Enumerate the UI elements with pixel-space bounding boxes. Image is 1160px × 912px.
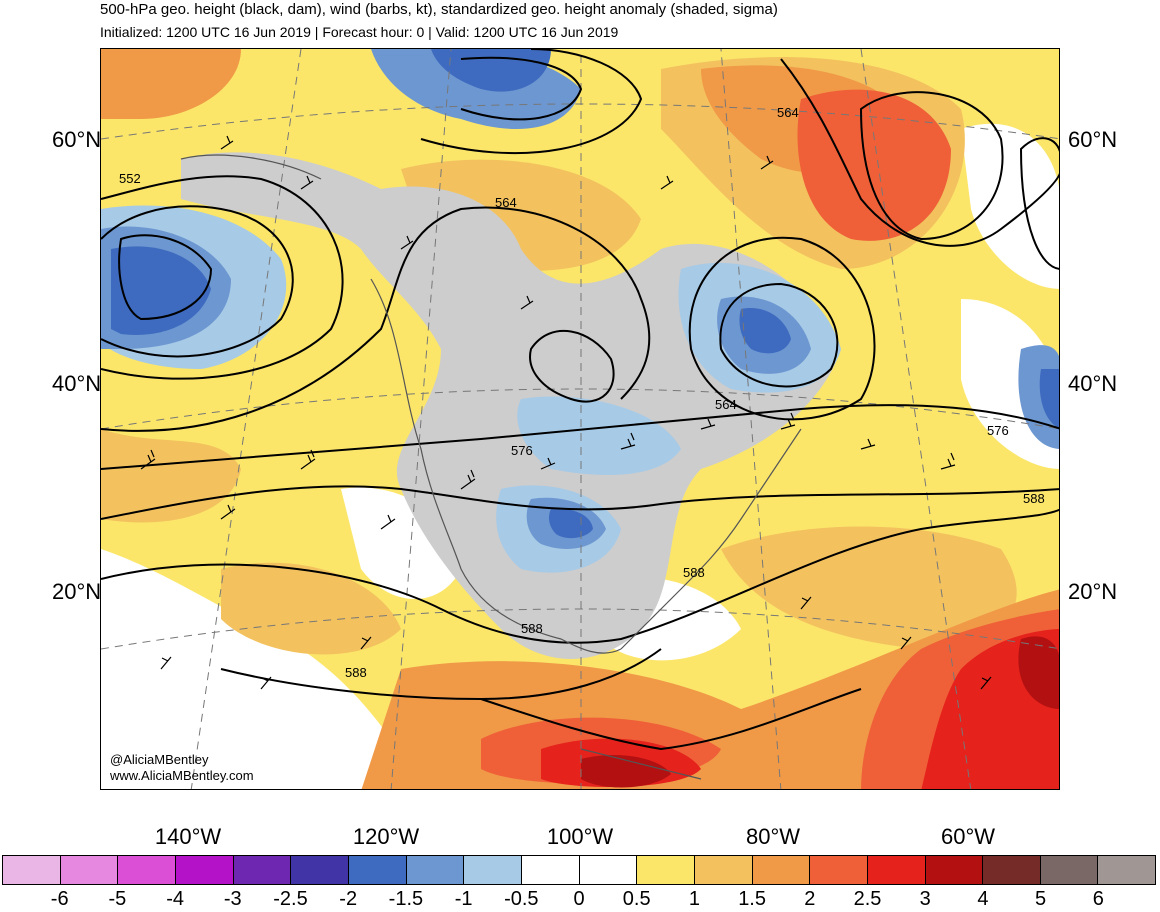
colorbar-tick-label: 1 (688, 888, 700, 910)
map-title: 500-hPa geo. height (black, dam), wind (… (100, 1, 778, 18)
wind-barbs (140, 135, 992, 690)
colorbar-tick-label: -3 (223, 888, 242, 910)
colorbar-cell (3, 856, 61, 884)
contour-label: 564 (715, 397, 737, 412)
colorbar-tick-label: -0.5 (504, 888, 539, 910)
colorbar-cell (233, 856, 292, 884)
anomaly-neutral-northatlantic (961, 123, 1059, 289)
land-mask (181, 152, 841, 659)
contour-label: 588 (521, 621, 543, 636)
colorbar-cell (810, 856, 868, 884)
colorbar-cell (406, 856, 465, 884)
map-subtitle: Initialized: 1200 UTC 16 Jun 2019 | Fore… (100, 24, 619, 40)
anomaly-minus-0.5-great-lakes (517, 396, 681, 475)
colorbar-cell (1040, 856, 1099, 884)
lat-label-right: 40°N (1068, 371, 1118, 396)
map-canvas: 552 564 564 564 576 576 588 588 588 588 (101, 49, 1059, 789)
colorbar-tick-label: 3 (919, 888, 931, 910)
colorbar-tick-label: 2.5 (853, 888, 882, 910)
colorbar-tick-label: -6 (50, 888, 69, 910)
colorbar-cell (694, 856, 753, 884)
contour-label: 564 (777, 105, 799, 120)
colorbar-cell (579, 856, 638, 884)
colorbar-tick-label: -2 (339, 888, 358, 910)
colorbar-tick-label: 6 (1092, 888, 1104, 910)
anomaly-plus-4-caribbean (1018, 636, 1059, 709)
colorbar-cell (348, 856, 407, 884)
credit-handle: @AliciaMBentley (110, 752, 209, 767)
colorbar-cell (521, 856, 580, 884)
anomaly-plus-1-subtropics (221, 562, 401, 655)
lon-label: 100°W (546, 824, 614, 849)
colorbar-tick-label: -1 (454, 888, 473, 910)
colorbar-cell (175, 856, 234, 884)
contour-label: 576 (511, 443, 533, 458)
lon-label: 120°W (352, 824, 420, 849)
contour-label: 588 (345, 665, 367, 680)
anomaly-minus-1.5-gulf-of-alaska (111, 246, 211, 335)
anomaly-neutral-pacific (101, 549, 421, 789)
colorbar-cell (118, 856, 176, 884)
anomaly-minus-1.5-quebec (739, 308, 791, 354)
lat-label-right: 20°N (1068, 579, 1118, 604)
anomaly-minus-2-atlantic (1039, 369, 1059, 429)
lat-label-left: 20°N (52, 579, 102, 604)
anomaly-plus-2.5-greenland (797, 89, 951, 241)
contour-label: 588 (1023, 491, 1045, 506)
anomaly-plus-1-atlantic (721, 526, 1017, 649)
contour-label: 576 (987, 423, 1009, 438)
colorbar-tick-label: -2.5 (273, 888, 308, 910)
colorbar-tick-label: 0.5 (622, 888, 651, 910)
lat-label-right: 60°N (1068, 127, 1118, 152)
anomaly-plus-2-northwest (101, 49, 241, 119)
colorbar-tick-label: -4 (166, 888, 184, 910)
lon-label: 140°W (154, 824, 222, 849)
credit-website: www.AliciaMBentley.com (110, 768, 254, 783)
contour-label: 564 (495, 195, 517, 210)
colorbar-cell (752, 856, 811, 884)
colorbar-tick-label: 2 (804, 888, 816, 910)
height-contours (101, 49, 1059, 751)
colorbar-tick-label: 0 (573, 888, 585, 910)
weather-map: 552 564 564 564 576 576 588 588 588 588 (100, 48, 1060, 790)
colorbar (2, 855, 1156, 885)
anomaly-minus-1.5-plains (548, 508, 593, 539)
lon-label: 60°W (940, 824, 996, 849)
colorbar-cell (291, 856, 349, 884)
colorbar-tick-label: -5 (108, 888, 127, 910)
colorbar-cell (925, 856, 984, 884)
colorbar-tick-label: -1.5 (388, 888, 424, 910)
colorbar-tick-label: 1.5 (738, 888, 766, 910)
anomaly-plus-4-pacific-tropics (581, 754, 671, 788)
lon-label: 80°W (745, 824, 801, 849)
coastlines (180, 154, 802, 780)
colorbar-cell (983, 856, 1041, 884)
colorbar-tick-label: 5 (1035, 888, 1047, 910)
graticule (101, 49, 1059, 789)
lat-label-left: 60°N (52, 127, 102, 152)
colorbar-cell (637, 856, 695, 884)
colorbar-cell (464, 856, 522, 884)
contour-label: 588 (683, 565, 705, 580)
colorbar-cell (1098, 856, 1156, 884)
colorbar-cell (60, 856, 119, 884)
lat-label-left: 40°N (52, 371, 102, 396)
contour-label: 552 (119, 171, 141, 186)
colorbar-tick-label: 4 (977, 888, 989, 910)
colorbar-cell (867, 856, 926, 884)
